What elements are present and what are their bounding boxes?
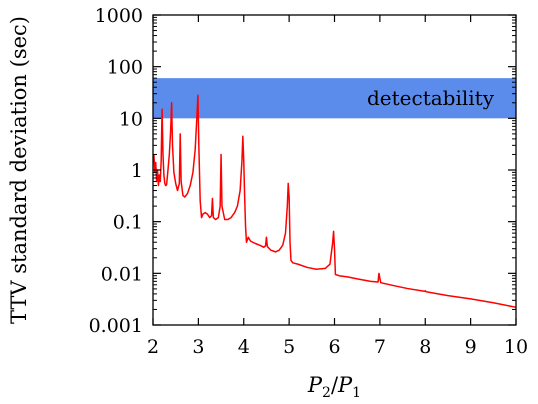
x-tick-label: 3	[192, 336, 204, 358]
detectability-band	[153, 78, 516, 119]
x-tick-label: 7	[374, 336, 386, 358]
x-axis-ticks: 2 3 4 5 6 7 8 9 10	[147, 15, 528, 358]
x-tick-label: 2	[147, 336, 159, 358]
plot-frame	[152, 14, 517, 326]
x-axis-label: P2/P1	[307, 373, 361, 401]
detectability-label: detectability	[367, 86, 495, 110]
y-tick-label: 0.01	[101, 263, 143, 285]
y-tick-label: 10	[119, 108, 143, 130]
x-tick-label: 5	[283, 336, 295, 358]
y-axis-ticks: 0.001 0.01 0.1 1 10 100 1000	[89, 5, 516, 337]
y-tick-label: 100	[107, 57, 143, 79]
y-tick-label: 0.1	[113, 212, 143, 234]
x-tick-label: 6	[328, 336, 340, 358]
x-tick-label: 8	[419, 336, 431, 358]
curve-layer	[153, 94, 517, 309]
detectability-band-layer	[153, 78, 516, 119]
x-tick-label: 4	[238, 336, 250, 358]
y-tick-label: 1000	[95, 5, 143, 27]
y-axis-label: TTV standard deviation (sec)	[7, 16, 31, 324]
y-tick-label: 1	[131, 160, 143, 182]
x-tick-label: 10	[504, 336, 528, 358]
x-tick-label: 9	[465, 336, 477, 358]
series-line-0	[153, 94, 517, 309]
y-tick-label: 0.001	[89, 315, 143, 337]
